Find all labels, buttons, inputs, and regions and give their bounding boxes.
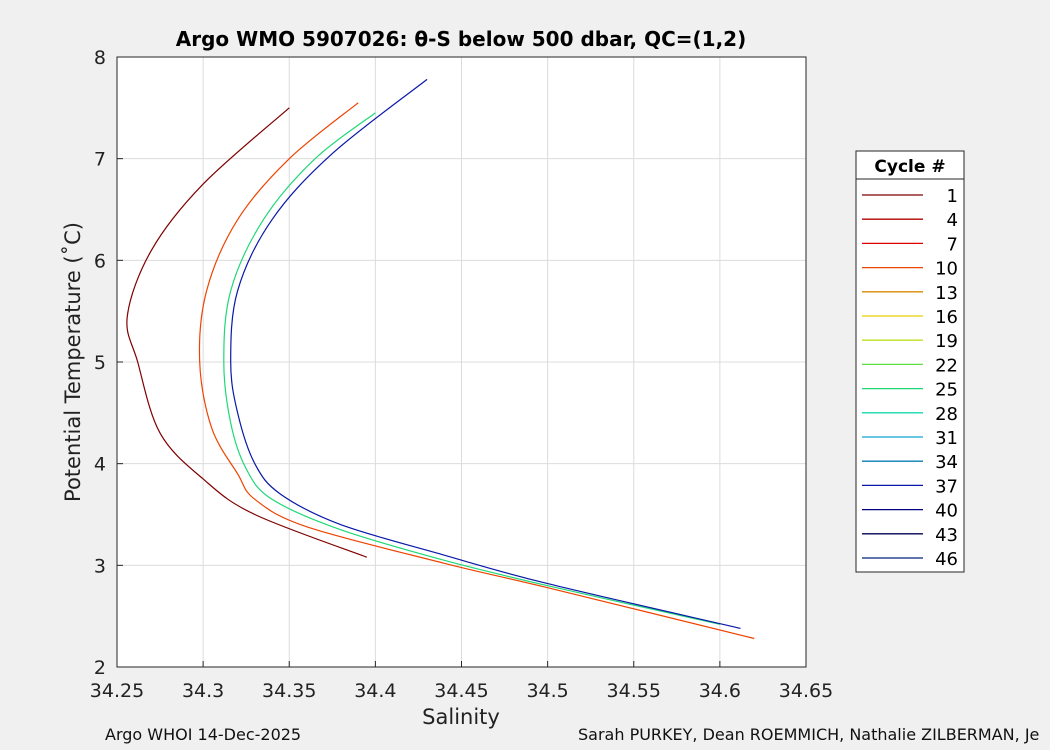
- legend-entry-label: 19: [935, 331, 958, 352]
- legend-entry-label: 25: [935, 380, 958, 401]
- y-tick-label: 5: [94, 352, 106, 374]
- x-tick-label: 34.3: [182, 680, 224, 702]
- legend-title: Cycle #: [874, 157, 945, 177]
- footer-credit-left: Argo WHOI 14-Dec-2025: [105, 725, 302, 744]
- legend-entry-label: 7: [947, 234, 958, 255]
- y-tick-label: 3: [94, 555, 106, 577]
- legend-entries: 1 4 7 10 13 16 19 22 25 28 31 34 37 40 43 46: [862, 186, 958, 570]
- x-tick-label: 34.5: [526, 680, 568, 702]
- y-tick-label: 8: [94, 47, 106, 69]
- x-tick-label: 34.35: [262, 680, 316, 702]
- y-tick-label: 4: [94, 454, 106, 476]
- x-axis-label: Salinity: [422, 705, 500, 729]
- x-ticks: 34.25 34.3 34.35 34.4 34.45 34.5 34.55 34.6 34.6…: [90, 661, 833, 702]
- legend-entry-label: 31: [935, 428, 958, 449]
- legend-box: [855, 150, 965, 573]
- legend-entry-label: 43: [935, 525, 958, 546]
- series-line: [198, 102, 755, 640]
- x-tick-label: 34.65: [779, 680, 833, 702]
- y-tick-label: 7: [94, 149, 106, 171]
- legend-entry-label: 46: [935, 549, 958, 570]
- series-line: [223, 112, 721, 625]
- legend-entry-label: 16: [935, 307, 958, 328]
- x-tick-label: 34.4: [354, 680, 396, 702]
- legend-entry-label: 40: [935, 501, 958, 522]
- y-ticks: 2 3 4 5 6 7 8: [94, 47, 123, 679]
- legend-entry-label: 13: [935, 283, 958, 304]
- legend-entry-label: 28: [935, 404, 958, 425]
- legend-entry-label: 37: [935, 476, 958, 497]
- footer-credit-right: Sarah PURKEY, Dean ROEMMICH, Nathalie ZI…: [578, 725, 1040, 744]
- chart-title: Argo WMO 5907026: θ-S below 500 dbar, QC…: [176, 27, 746, 51]
- y-axis-label: Potential Temperature (˚C): [61, 222, 85, 502]
- x-tick-label: 34.55: [607, 680, 661, 702]
- legend: Cycle # 1 4 7 10 13 16 19 22 25 28 31 34 37 40 43 46: [855, 150, 965, 573]
- legend-entry-label: 1: [947, 186, 958, 207]
- x-tick-label: 34.6: [699, 680, 741, 702]
- legend-entry-label: 22: [935, 355, 958, 376]
- legend-entry-label: 4: [947, 210, 958, 231]
- series-line: [126, 107, 368, 558]
- x-tick-label: 34.25: [90, 680, 144, 702]
- x-tick-label: 34.45: [434, 680, 488, 702]
- legend-entry-label: 34: [935, 452, 958, 473]
- y-tick-label: 6: [94, 250, 106, 272]
- y-tick-label: 2: [94, 657, 106, 679]
- legend-entry-label: 10: [935, 259, 958, 280]
- series-line: [230, 78, 741, 629]
- series-group: [126, 78, 755, 640]
